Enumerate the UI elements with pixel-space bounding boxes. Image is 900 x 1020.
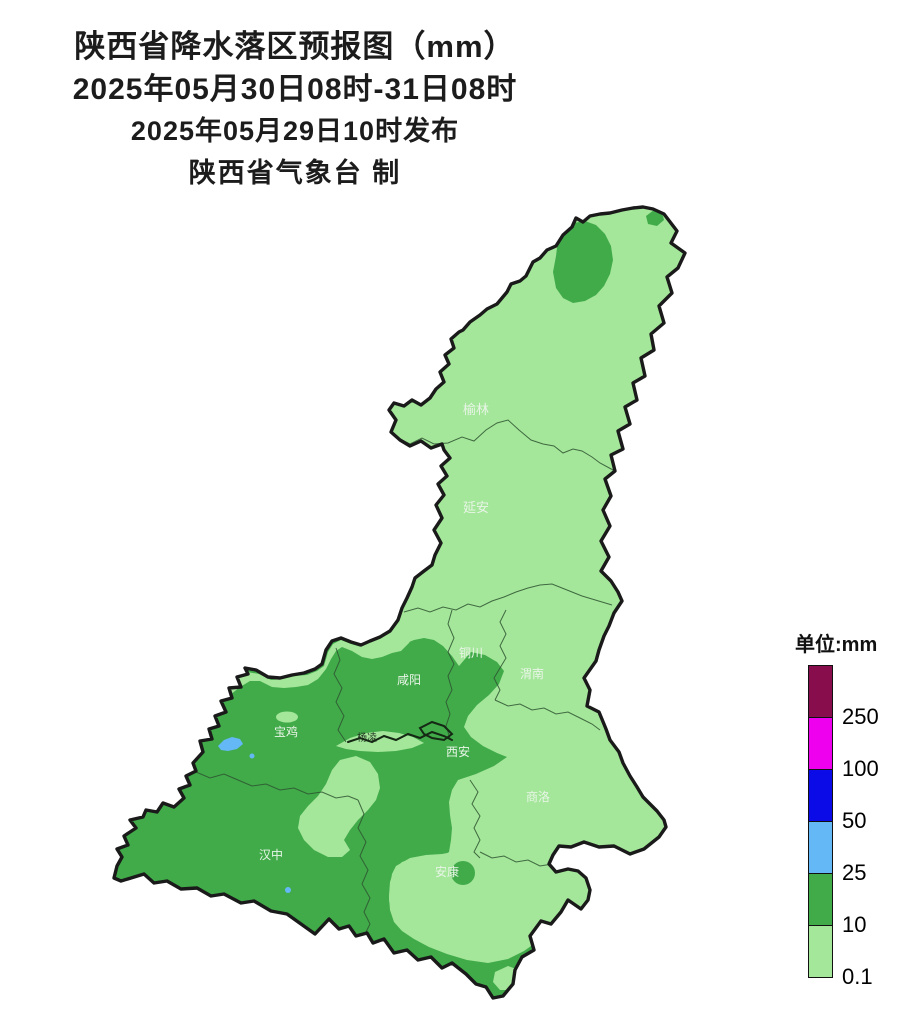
legend-swatch-50 [808, 769, 833, 822]
legend-color-bar [808, 665, 833, 978]
legend-swatch-25 [808, 821, 833, 874]
rain-zone-light-island-baoji [276, 711, 298, 723]
rain-zone-heavy-dot-baoji [249, 753, 255, 759]
map-title: 陕西省降水落区预报图（mm） [74, 29, 516, 64]
weihe-river-line [347, 720, 454, 744]
issue-time: 2025年05月29日10时发布 [130, 116, 460, 147]
map-title-block: 陕西省降水落区预报图（mm） 2025年05月30日08时-31日08时 202… [20, 26, 570, 194]
rain-zone-light-ankang-basin [389, 846, 568, 946]
legend-value-250: 250 [842, 704, 879, 729]
rain-zone-heavy-baoji-west [218, 737, 243, 751]
legend-swatch-0.1 [808, 925, 833, 978]
legend-value-0.1: 0.1 [842, 964, 873, 989]
prefecture-boundaries [195, 419, 614, 933]
legend-value-50: 50 [842, 808, 867, 833]
rain-zone-heavy-dot-hanzhong [285, 887, 291, 893]
rain-zone-moderate-north [553, 221, 613, 303]
legend-value-100: 100 [842, 756, 879, 781]
legend-swatch-100 [808, 717, 833, 770]
legend-title: 单位:mm [795, 634, 878, 656]
legend-swatch-10 [808, 873, 833, 926]
province-outline [112, 205, 687, 1000]
forecast-period: 2025年05月30日08时-31日08时 [72, 72, 518, 106]
rain-zone-moderate-blob-ankang [451, 861, 475, 885]
legend-swatch-250 [808, 665, 833, 718]
legend-value-25: 25 [842, 860, 867, 885]
legend-value-10: 10 [842, 912, 867, 937]
issuing-agency: 陕西省气象台 制 [188, 158, 402, 189]
rain-zone-moderate-north-tip [646, 210, 664, 226]
rain-zone-light-qinling-band [298, 756, 380, 857]
legend: 单位:mm 250 100 50 25 10 0.1 [793, 628, 899, 1008]
